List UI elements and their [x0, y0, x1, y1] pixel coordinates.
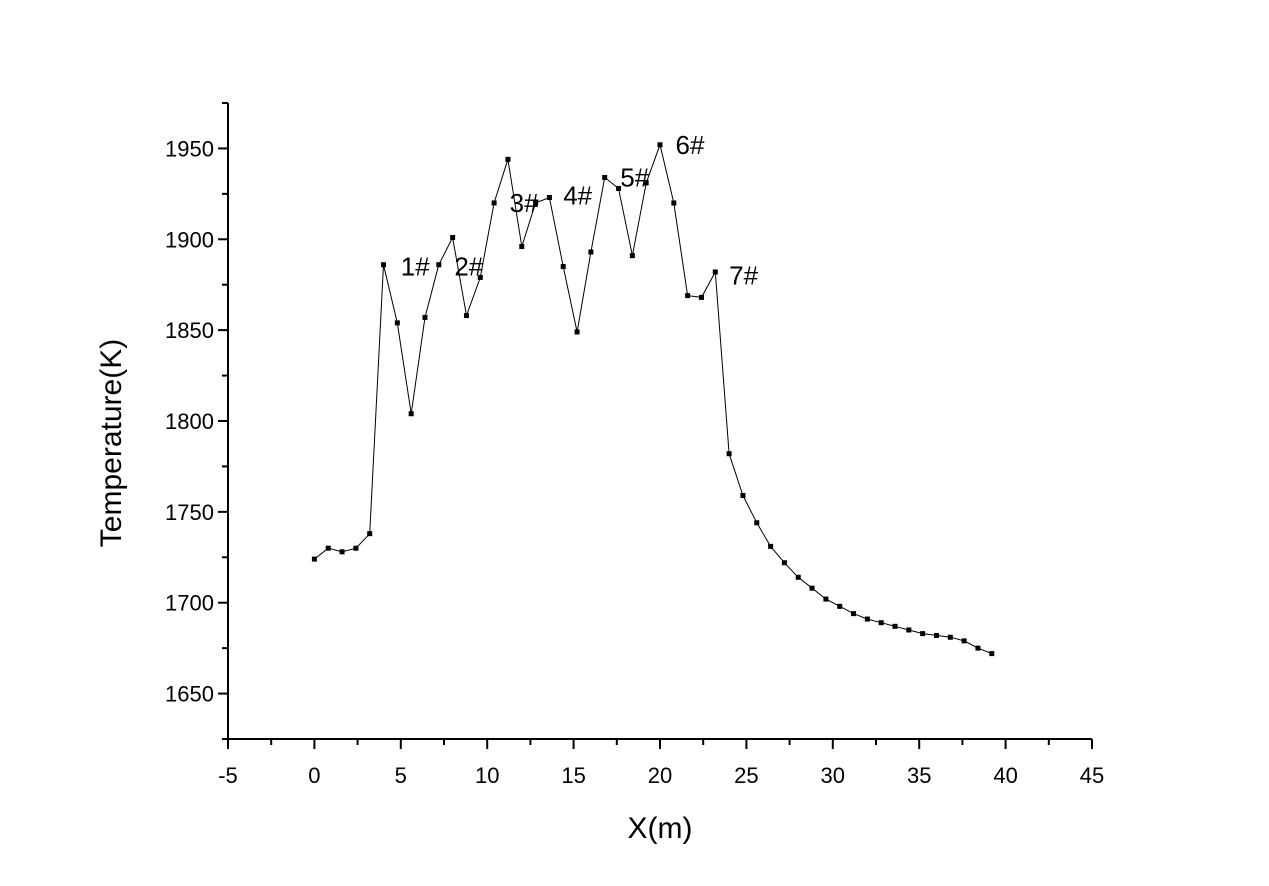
- annotation-label: 1#: [401, 252, 430, 282]
- x-ticks: -5 0 5 10 15 20 25 30 35 40 45: [218, 739, 1104, 788]
- annotation-label: 6#: [676, 130, 705, 160]
- data-point: [685, 293, 691, 299]
- data-point: [698, 294, 704, 300]
- annotation-label: 2#: [454, 252, 483, 282]
- data-point: [933, 632, 939, 638]
- x-tick-label: 45: [1080, 763, 1104, 788]
- y-tick-label: 1950: [165, 136, 214, 161]
- data-point: [671, 200, 677, 206]
- data-point: [947, 634, 953, 640]
- plot-area: [311, 142, 995, 657]
- x-axis-title: X(m): [628, 812, 693, 845]
- annotation-label: 7#: [729, 261, 758, 291]
- x-tick-label: 0: [308, 763, 320, 788]
- data-point: [864, 616, 870, 622]
- y-tick-label: 1850: [165, 318, 214, 343]
- y-axis-title: Temperature(K): [95, 339, 128, 547]
- data-point: [422, 314, 428, 320]
- data-point: [463, 313, 469, 319]
- data-point: [491, 200, 497, 206]
- data-point: [353, 545, 359, 551]
- x-tick-label: 35: [907, 763, 931, 788]
- data-point: [436, 262, 442, 268]
- data-point: [643, 180, 649, 186]
- y-tick-label: 1900: [165, 227, 214, 252]
- data-point: [837, 603, 843, 609]
- data-point: [602, 175, 608, 181]
- x-tick-label: 20: [648, 763, 672, 788]
- data-point: [367, 531, 373, 537]
- data-point: [408, 411, 414, 417]
- x-tick-label: 40: [993, 763, 1017, 788]
- data-point: [657, 142, 663, 148]
- data-point: [477, 274, 483, 280]
- data-point: [823, 596, 829, 602]
- data-point: [574, 329, 580, 335]
- data-point: [961, 638, 967, 644]
- data-point: [533, 200, 539, 206]
- data-point: [311, 556, 317, 562]
- annotation-label: 5#: [620, 163, 649, 193]
- data-point: [878, 620, 884, 626]
- data-point: [505, 156, 511, 162]
- data-point: [339, 549, 345, 555]
- y-tick-label: 1700: [165, 591, 214, 616]
- data-point: [588, 249, 594, 255]
- data-point: [851, 611, 857, 617]
- data-point: [450, 234, 456, 240]
- x-tick-label: 10: [475, 763, 499, 788]
- data-markers: [311, 142, 995, 657]
- data-point: [740, 493, 746, 499]
- y-ticks: 1650 1700 1750 1800 1850 1900 1950: [165, 102, 228, 740]
- data-point: [616, 185, 622, 191]
- y-tick-label: 1650: [165, 682, 214, 707]
- annotation-label: 3#: [510, 188, 539, 218]
- data-point: [920, 631, 926, 637]
- data-point: [726, 451, 732, 457]
- data-point: [560, 264, 566, 270]
- axes: 1650 1700 1750 1800 1850 1900 1950 -5 0 5 10 15 20 2…: [165, 102, 1104, 788]
- data-point: [629, 253, 635, 259]
- data-point: [768, 543, 774, 549]
- series-line: [314, 143, 992, 655]
- data-point: [754, 520, 760, 526]
- data-point: [325, 545, 331, 551]
- data-point: [546, 194, 552, 200]
- data-point: [989, 651, 995, 657]
- x-tick-label: 15: [561, 763, 585, 788]
- data-point: [809, 585, 815, 591]
- peak-annotations: 1# 2# 3# 4# 5# 6# 7#: [401, 130, 759, 291]
- data-point: [381, 262, 387, 268]
- x-tick-label: 25: [734, 763, 758, 788]
- x-tick-label: 5: [395, 763, 407, 788]
- y-tick-label: 1800: [165, 409, 214, 434]
- data-point: [712, 269, 718, 275]
- data-point: [892, 623, 898, 629]
- data-point: [795, 574, 801, 580]
- x-tick-label: 30: [821, 763, 845, 788]
- y-tick-label: 1750: [165, 500, 214, 525]
- data-point: [906, 627, 912, 633]
- data-point: [519, 244, 525, 250]
- x-tick-label: -5: [218, 763, 238, 788]
- annotation-label: 4#: [563, 181, 592, 211]
- data-point: [975, 645, 981, 651]
- data-point: [394, 320, 400, 326]
- data-point: [781, 560, 787, 566]
